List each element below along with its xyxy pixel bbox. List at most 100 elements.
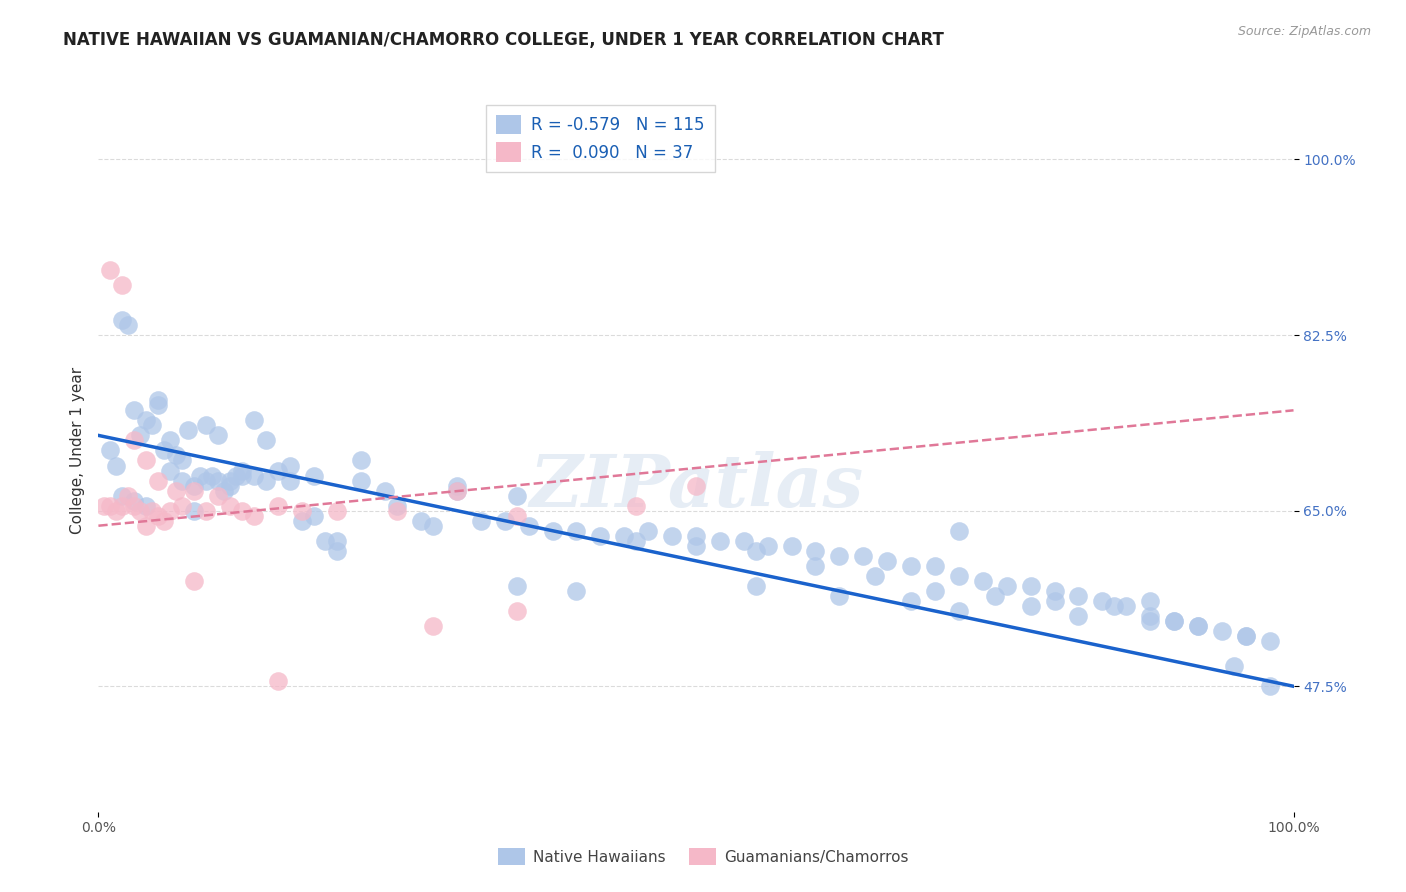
Point <box>506 604 529 618</box>
Point <box>350 453 373 467</box>
Point <box>172 453 194 467</box>
Point <box>124 434 146 448</box>
Point <box>111 313 134 327</box>
Point <box>148 474 170 488</box>
Point <box>1043 594 1066 608</box>
Point <box>267 464 290 478</box>
Point <box>148 398 170 412</box>
Point <box>1139 594 1161 608</box>
Point <box>267 499 290 513</box>
Point <box>159 464 181 478</box>
Point <box>135 499 157 513</box>
Point <box>613 529 636 543</box>
Point <box>159 434 181 448</box>
Point <box>900 594 922 608</box>
Point <box>254 474 277 488</box>
Legend: Native Hawaiians, Guamanians/Chamorros: Native Hawaiians, Guamanians/Chamorros <box>492 842 914 871</box>
Point <box>852 549 875 563</box>
Point <box>972 574 994 588</box>
Point <box>302 508 325 523</box>
Point <box>315 533 337 548</box>
Point <box>207 489 229 503</box>
Point <box>780 539 803 553</box>
Point <box>709 533 731 548</box>
Point <box>159 503 181 517</box>
Point <box>243 508 266 523</box>
Point <box>948 604 970 618</box>
Legend: R = -0.579   N = 115, R =  0.090   N = 37: R = -0.579 N = 115, R = 0.090 N = 37 <box>486 104 714 171</box>
Point <box>278 458 301 473</box>
Point <box>153 443 176 458</box>
Point <box>1067 609 1090 624</box>
Point <box>446 483 468 498</box>
Point <box>984 589 1007 603</box>
Point <box>172 499 194 513</box>
Point <box>411 514 433 528</box>
Point <box>948 524 970 538</box>
Point <box>117 489 139 503</box>
Point <box>828 549 851 563</box>
Point <box>195 503 218 517</box>
Point <box>212 483 235 498</box>
Point <box>733 533 755 548</box>
Point <box>1091 594 1114 608</box>
Point <box>111 499 134 513</box>
Point <box>470 514 492 528</box>
Point <box>1115 599 1137 613</box>
Point <box>995 579 1018 593</box>
Point <box>350 474 373 488</box>
Point <box>124 493 146 508</box>
Point <box>291 503 314 517</box>
Point <box>1258 679 1281 693</box>
Point <box>141 503 163 517</box>
Point <box>865 569 887 583</box>
Point <box>1139 614 1161 628</box>
Point <box>1104 599 1126 613</box>
Point <box>141 418 163 433</box>
Point <box>124 403 146 417</box>
Point <box>1258 634 1281 648</box>
Point <box>756 539 779 553</box>
Point <box>111 277 134 292</box>
Point <box>1234 629 1257 643</box>
Point <box>243 413 266 427</box>
Point <box>541 524 564 538</box>
Point <box>219 478 242 492</box>
Point <box>219 499 242 513</box>
Point <box>506 579 529 593</box>
Point <box>207 474 229 488</box>
Point <box>201 468 224 483</box>
Point <box>153 514 176 528</box>
Point <box>105 458 128 473</box>
Point <box>374 483 396 498</box>
Point <box>1234 629 1257 643</box>
Point <box>302 468 325 483</box>
Point <box>1223 659 1246 673</box>
Point <box>183 483 205 498</box>
Point <box>1019 579 1042 593</box>
Point <box>517 518 540 533</box>
Point <box>828 589 851 603</box>
Point <box>231 464 253 478</box>
Point <box>1139 609 1161 624</box>
Point <box>165 449 187 463</box>
Point <box>124 499 146 513</box>
Point <box>135 518 157 533</box>
Point <box>685 539 707 553</box>
Point <box>1067 589 1090 603</box>
Point <box>1187 619 1209 633</box>
Point <box>804 544 827 558</box>
Point <box>129 428 152 442</box>
Point <box>188 468 211 483</box>
Point <box>148 508 170 523</box>
Point <box>135 453 157 467</box>
Point <box>219 474 242 488</box>
Point <box>589 529 612 543</box>
Point <box>93 499 115 513</box>
Point <box>626 533 648 548</box>
Point <box>1211 624 1233 639</box>
Point <box>231 468 253 483</box>
Point <box>1163 614 1185 628</box>
Point <box>183 503 205 517</box>
Point <box>183 478 205 492</box>
